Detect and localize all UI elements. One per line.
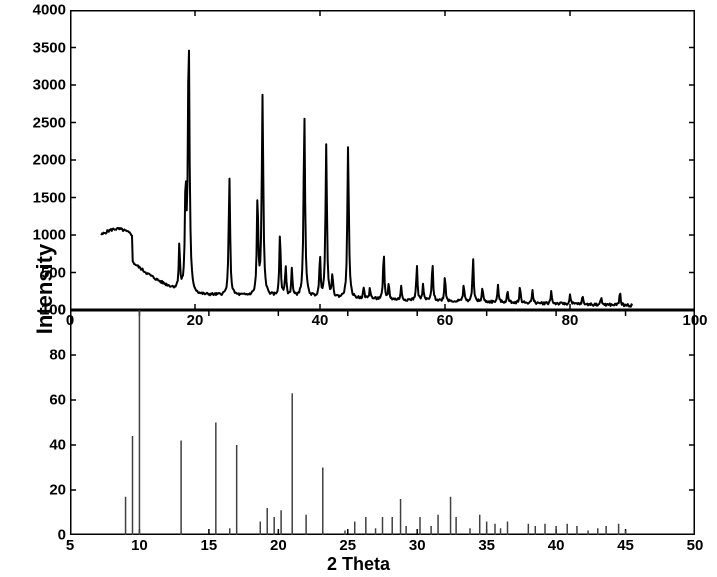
y-tick-label: 20 [49, 482, 70, 499]
x-tick-label: 50 [687, 535, 704, 554]
y-tick-label: 2500 [33, 114, 70, 131]
y-tick-label: 1000 [33, 227, 70, 244]
bottom-reference-bar-chart: 0204060801005101520253035404550 [70, 310, 695, 535]
x-tick-label: 35 [478, 535, 495, 554]
figure: Intensity 2 Theta 0500100015002000250030… [0, 0, 717, 577]
x-tick-label: 10 [131, 535, 148, 554]
y-tick-label: 1500 [33, 189, 70, 206]
x-tick-label: 15 [201, 535, 218, 554]
y-tick-label: 500 [41, 264, 70, 281]
y-tick-label: 60 [49, 392, 70, 409]
x-tick-label: 25 [339, 535, 356, 554]
y-tick-label: 40 [49, 437, 70, 454]
x-tick-label: 45 [617, 535, 634, 554]
top-xrd-line-chart: 0500100015002000250030003500400002040608… [70, 10, 695, 310]
y-axis-label: Intensity [32, 243, 58, 333]
x-tick-label: 40 [548, 535, 565, 554]
y-tick-label: 100 [41, 302, 70, 319]
y-tick-label: 3500 [33, 39, 70, 56]
y-tick-label: 80 [49, 347, 70, 364]
x-tick-label: 20 [270, 535, 287, 554]
y-tick-label: 3000 [33, 77, 70, 94]
x-axis-label: 2 Theta [327, 554, 390, 575]
y-tick-label: 2000 [33, 152, 70, 169]
y-tick-label: 4000 [33, 2, 70, 19]
x-tick-label: 5 [66, 535, 74, 554]
x-tick-label: 30 [409, 535, 426, 554]
